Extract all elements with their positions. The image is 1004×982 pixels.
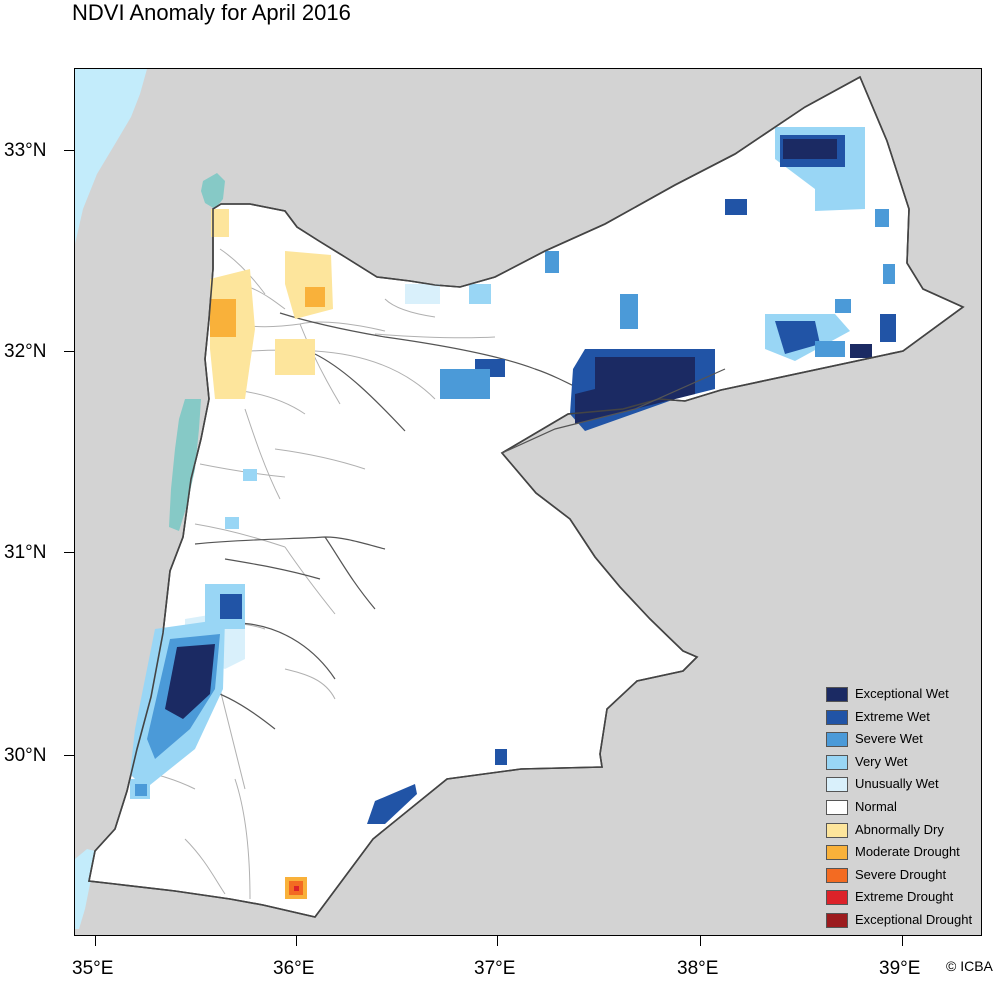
x-tick-label: 39°E bbox=[879, 958, 921, 979]
southwest-wet-patches bbox=[130, 469, 507, 824]
legend-swatch bbox=[826, 754, 848, 770]
legend-item: Very Wet bbox=[826, 752, 986, 775]
gulf-of-aqaba bbox=[75, 849, 95, 929]
x-tick-label: 36°E bbox=[273, 958, 315, 979]
legend-label: Abnormally Dry bbox=[855, 821, 944, 837]
legend-swatch bbox=[826, 709, 848, 725]
x-tick-label: 38°E bbox=[677, 958, 719, 979]
jordan-interior-line bbox=[501, 368, 726, 454]
y-tick-mark bbox=[64, 755, 74, 756]
x-tick-mark bbox=[902, 936, 903, 946]
map-canvas bbox=[75, 69, 965, 929]
legend-swatch bbox=[826, 845, 848, 861]
legend-item: Moderate Drought bbox=[826, 842, 986, 865]
legend-label: Normal bbox=[855, 798, 897, 814]
legend-label: Extreme Drought bbox=[855, 889, 954, 905]
legend-label: Exceptional Drought bbox=[855, 911, 973, 927]
y-tick-label: 31°N bbox=[4, 542, 47, 563]
y-tick-label: 30°N bbox=[4, 745, 47, 766]
legend-swatch bbox=[826, 799, 848, 815]
legend-label: Severe Drought bbox=[855, 866, 947, 882]
legend-swatch bbox=[826, 777, 848, 793]
x-tick-label: 35°E bbox=[72, 958, 114, 979]
legend-item: Severe Wet bbox=[826, 729, 986, 752]
dry-anomaly-patches bbox=[210, 209, 333, 899]
y-tick-mark bbox=[64, 150, 74, 151]
legend-label: Extreme Wet bbox=[855, 708, 930, 724]
wet-anomaly-patches bbox=[405, 127, 896, 431]
legend-swatch bbox=[826, 822, 848, 838]
legend: Exceptional Wet Extreme Wet Severe Wet V… bbox=[826, 684, 986, 933]
legend-label: Very Wet bbox=[855, 753, 908, 769]
legend-item: Extreme Wet bbox=[826, 707, 986, 730]
legend-swatch bbox=[826, 867, 848, 883]
legend-item: Exceptional Wet bbox=[826, 684, 986, 707]
legend-label: Moderate Drought bbox=[855, 844, 960, 860]
x-tick-mark bbox=[700, 936, 701, 946]
legend-item: Exceptional Drought bbox=[826, 910, 986, 933]
x-tick-mark bbox=[95, 936, 96, 946]
mediterranean-sea bbox=[75, 69, 147, 244]
legend-label: Exceptional Wet bbox=[855, 686, 949, 701]
y-tick-mark bbox=[64, 351, 74, 352]
dead-sea bbox=[169, 399, 201, 531]
x-tick-label: 37°E bbox=[474, 958, 516, 979]
y-tick-label: 32°N bbox=[4, 341, 47, 362]
legend-swatch bbox=[826, 912, 848, 928]
legend-item: Extreme Drought bbox=[826, 887, 986, 910]
map-panel bbox=[74, 68, 982, 936]
legend-swatch bbox=[826, 687, 848, 702]
map-title: NDVI Anomaly for April 2016 bbox=[72, 0, 351, 25]
y-tick-mark bbox=[64, 552, 74, 553]
legend-swatch bbox=[826, 890, 848, 906]
legend-label: Severe Wet bbox=[855, 731, 923, 747]
y-tick-label: 33°N bbox=[4, 140, 47, 161]
jordan-border bbox=[88, 75, 965, 918]
x-tick-mark bbox=[497, 936, 498, 946]
sea-of-galilee bbox=[201, 173, 225, 209]
legend-item: Normal bbox=[826, 797, 986, 820]
legend-item: Severe Drought bbox=[826, 865, 986, 888]
legend-item: Abnormally Dry bbox=[826, 820, 986, 843]
copyright-credit: © ICBA bbox=[946, 958, 993, 974]
legend-label: Unusually Wet bbox=[855, 776, 939, 792]
x-tick-mark bbox=[296, 936, 297, 946]
legend-swatch bbox=[826, 732, 848, 748]
legend-item: Unusually Wet bbox=[826, 774, 986, 797]
